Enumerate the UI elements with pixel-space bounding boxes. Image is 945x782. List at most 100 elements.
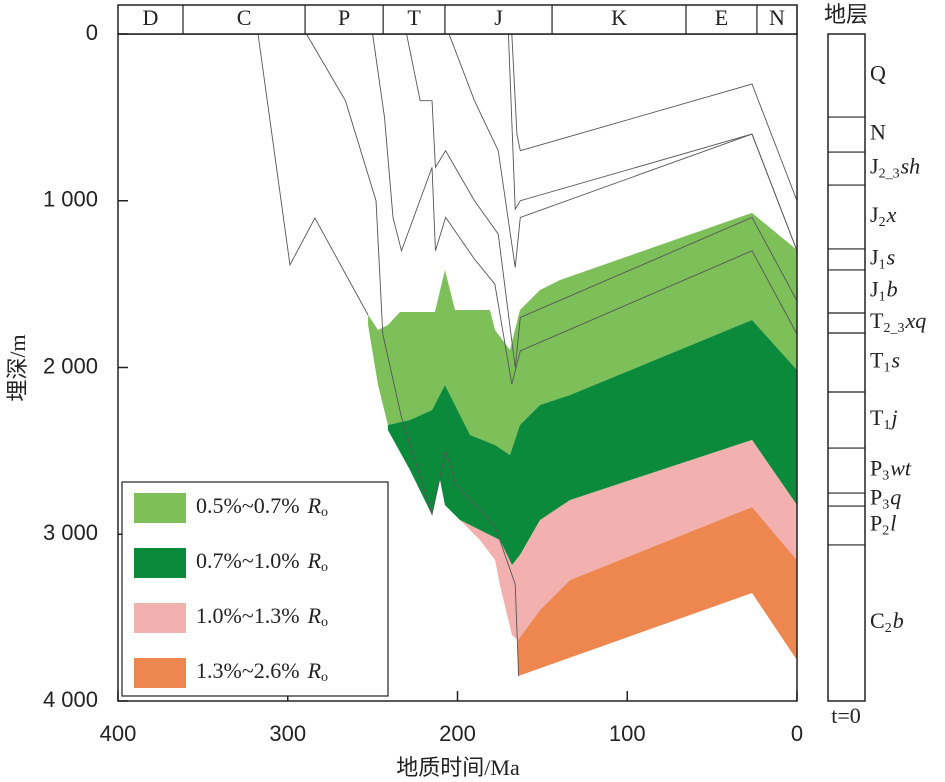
burial-line: [406, 33, 798, 368]
strata-label: P2l: [870, 511, 896, 539]
period-label: P: [338, 5, 350, 30]
legend-label: 1.3%~2.6% Ro: [196, 658, 328, 685]
period-label: J: [494, 5, 503, 30]
legend-range: 1.0%~1.3%: [196, 603, 300, 628]
strata-suffix: s: [887, 244, 896, 269]
maturity-zone: [368, 212, 797, 456]
strata-sub: 3: [882, 498, 889, 513]
x-axis-label: 地质时间/Ma: [396, 755, 520, 780]
legend-label: 0.7%~1.0% Ro: [196, 548, 328, 575]
strata-label: J1b: [870, 277, 898, 305]
legend-symbol: R: [307, 548, 322, 573]
strata-sub: 2_3: [883, 321, 904, 336]
strata-sub: 2_3: [879, 167, 900, 182]
legend-symbol-sub: o: [321, 560, 328, 575]
legend-symbol: R: [307, 658, 322, 683]
y-tick-label: 4 000: [43, 687, 98, 712]
legend-symbol: R: [307, 603, 322, 628]
strata-sub: 2: [885, 621, 892, 636]
strata-main: T: [870, 308, 884, 333]
strata-main: T: [870, 405, 884, 430]
x-tick-label: 100: [609, 721, 646, 746]
strata-main: J: [870, 202, 879, 227]
strata-label: J1s: [870, 244, 895, 272]
strata-label: C2b: [870, 608, 904, 636]
legend-swatch: [134, 603, 186, 633]
strata-suffix: sh: [901, 154, 921, 179]
strata-title: 地层: [824, 2, 868, 27]
x-tick-label: 300: [269, 721, 306, 746]
strata-main: N: [870, 120, 886, 145]
legend-label: 1.0%~1.3% Ro: [196, 603, 328, 630]
maturity-zone: [460, 440, 797, 641]
period-label: N: [769, 5, 785, 30]
strata-main: J: [870, 154, 879, 179]
strata-label: J2x: [870, 202, 897, 230]
burial-line: [507, 33, 798, 251]
strata-main: J: [870, 277, 879, 302]
x-tick-label: 400: [100, 721, 137, 746]
strata-label: T1s: [870, 348, 900, 376]
strata-label: P3wt: [870, 456, 912, 484]
strata-main: C: [870, 608, 885, 633]
strata-suffix: j: [888, 405, 897, 430]
strata-sub: 3: [882, 469, 889, 484]
burial-line: [372, 33, 798, 385]
strata-main: P: [870, 456, 882, 481]
maturity-zone: [517, 507, 797, 677]
strata-sub: 1: [879, 290, 886, 305]
strata-label: T1j: [870, 405, 898, 433]
legend-symbol-sub: o: [321, 505, 328, 520]
strata-label: J2_3sh: [870, 154, 920, 182]
strata-suffix: b: [893, 608, 904, 633]
strata-suffix: b: [887, 277, 898, 302]
y-tick-label: 1 000: [43, 187, 98, 212]
strata-main: P: [870, 511, 882, 536]
strata-label: N: [870, 120, 886, 145]
maturity-zone: [387, 319, 797, 566]
y-axis-label: 埋深/m: [5, 334, 30, 401]
y-tick-label: 3 000: [43, 520, 98, 545]
strata-label: P3q: [870, 485, 901, 513]
strata-column: [827, 33, 866, 702]
y-tick-label: 2 000: [43, 353, 98, 378]
legend-symbol: R: [307, 493, 322, 518]
strata-main: Q: [870, 61, 886, 86]
strata-label: Q: [870, 61, 886, 86]
strata-main: P: [870, 485, 882, 510]
burial-line: [257, 33, 369, 316]
legend-label: 0.5%~0.7% Ro: [196, 493, 328, 520]
strata-suffix: wt: [890, 456, 912, 481]
legend-swatch: [134, 548, 186, 578]
strata-label: T2_3xq: [870, 308, 926, 336]
y-tick-label: 0: [86, 20, 98, 45]
legend-swatch: [134, 658, 186, 688]
burial-line: [306, 33, 520, 677]
period-label: K: [611, 5, 627, 30]
strata-suffix: l: [890, 511, 896, 536]
strata-suffix: x: [886, 202, 897, 227]
legend-symbol-sub: o: [321, 670, 328, 685]
legend-symbol-sub: o: [321, 615, 328, 630]
period-label: T: [407, 5, 421, 30]
strata-time: t=0: [831, 703, 861, 728]
strata-suffix: xq: [904, 308, 926, 333]
x-tick-label: 0: [791, 721, 803, 746]
legend-swatch: [134, 493, 186, 523]
strata-suffix: s: [891, 348, 900, 373]
strata-sub: 1: [883, 418, 890, 433]
period-bar: [117, 4, 798, 35]
legend-range: 0.7%~1.0%: [196, 548, 300, 573]
legend-range: 0.5%~0.7%: [196, 493, 300, 518]
period-label: C: [237, 5, 252, 30]
period-label: D: [143, 5, 159, 30]
strata-sub: 1: [883, 361, 890, 376]
strata-main: T: [870, 348, 884, 373]
strata-sub: 1: [879, 258, 886, 273]
x-tick-label: 200: [439, 721, 476, 746]
strata-sub: 2: [879, 215, 886, 230]
period-label: E: [715, 5, 728, 30]
burial-line: [511, 33, 798, 201]
